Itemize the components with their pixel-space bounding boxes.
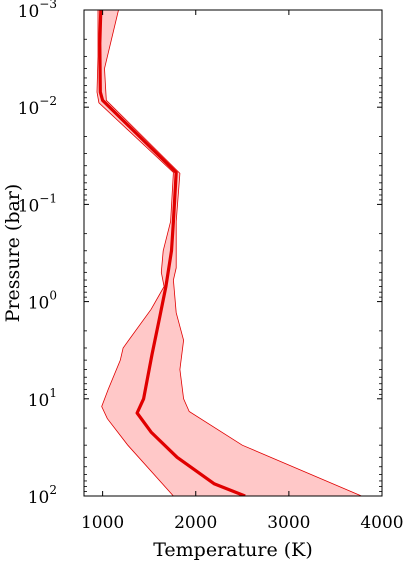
y-tick-label: 100 [28,289,57,314]
y-tick-exponent: −3 [39,0,57,11]
y-tick-exponent: 0 [49,289,57,303]
axis-ticks [84,9,383,497]
plot-area [96,10,362,496]
uncertainty-band [97,10,362,496]
y-tick-label: 10−3 [18,0,57,22]
x-tick-label: 3000 [267,513,310,533]
x-tick-label: 2000 [174,513,217,533]
y-tick-exponent: −2 [39,94,57,108]
x-axis-title: Temperature (K) [153,539,313,561]
band-upper-edge [104,10,362,496]
y-tick-label: 102 [28,483,57,508]
x-tick-label: 4000 [360,513,403,533]
x-tick-label: 1000 [81,513,124,533]
y-axis-title: Pressure (bar) [2,184,24,323]
y-tick-label: 10−2 [18,94,57,119]
y-tick-exponent: 2 [49,483,57,497]
axes-frame [83,9,383,497]
y-tick-exponent: −1 [39,191,57,205]
y-tick-exponent: 1 [49,386,57,400]
y-tick-label: 101 [28,386,57,411]
band-lower-edge [96,10,174,496]
median-temperature-profile [98,10,246,496]
y-tick-label: 10−1 [18,191,57,216]
